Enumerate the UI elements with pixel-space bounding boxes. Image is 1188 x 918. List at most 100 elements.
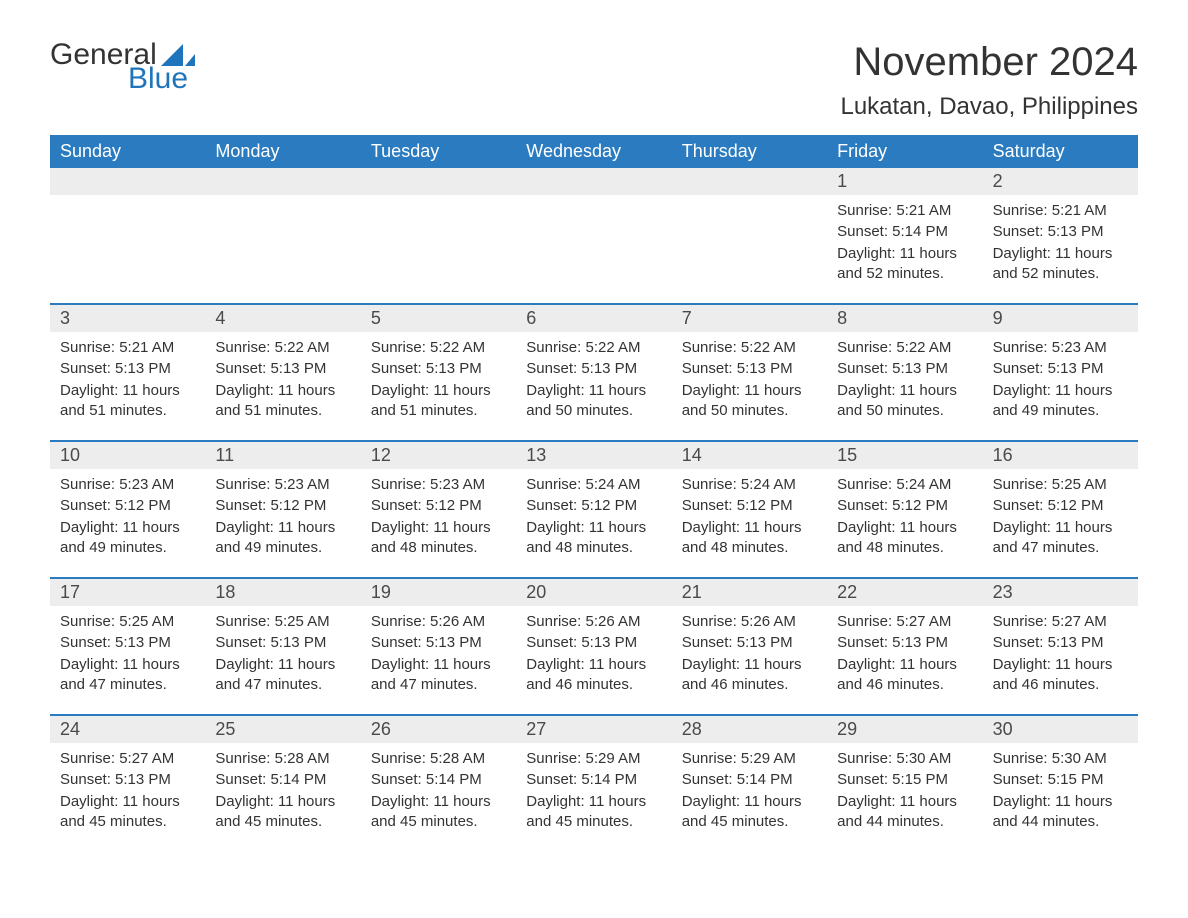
- day-number: 17: [50, 579, 205, 606]
- month-title: November 2024: [840, 40, 1138, 85]
- day-info: Sunrise: 5:24 AMSunset: 5:12 PMDaylight:…: [672, 469, 827, 558]
- day-info: Sunrise: 5:28 AMSunset: 5:14 PMDaylight:…: [361, 743, 516, 832]
- sunset-text: Sunset: 5:13 PM: [60, 359, 195, 379]
- day-cell: 6Sunrise: 5:22 AMSunset: 5:13 PMDaylight…: [516, 305, 671, 440]
- sunrise-text: Sunrise: 5:24 AM: [526, 475, 661, 495]
- weekday-cell: Thursday: [672, 135, 827, 168]
- day-cell: 14Sunrise: 5:24 AMSunset: 5:12 PMDayligh…: [672, 442, 827, 577]
- day-number: 15: [827, 442, 982, 469]
- location: Lukatan, Davao, Philippines: [840, 93, 1138, 121]
- sunrise-text: Sunrise: 5:29 AM: [682, 749, 817, 769]
- daylight-text: Daylight: 11 hours and 48 minutes.: [837, 518, 972, 559]
- sunset-text: Sunset: 5:13 PM: [371, 359, 506, 379]
- day-number: .: [50, 168, 205, 195]
- day-number: .: [205, 168, 360, 195]
- logo-text-blue: Blue: [50, 64, 195, 94]
- day-cell: 4Sunrise: 5:22 AMSunset: 5:13 PMDaylight…: [205, 305, 360, 440]
- daylight-text: Daylight: 11 hours and 44 minutes.: [837, 792, 972, 833]
- week-row: .....1Sunrise: 5:21 AMSunset: 5:14 PMDay…: [50, 168, 1138, 303]
- sunset-text: Sunset: 5:13 PM: [526, 633, 661, 653]
- sunrise-text: Sunrise: 5:30 AM: [837, 749, 972, 769]
- day-info: Sunrise: 5:25 AMSunset: 5:12 PMDaylight:…: [983, 469, 1138, 558]
- sunrise-text: Sunrise: 5:25 AM: [215, 612, 350, 632]
- sunrise-text: Sunrise: 5:22 AM: [837, 338, 972, 358]
- day-number: 13: [516, 442, 671, 469]
- sunset-text: Sunset: 5:15 PM: [837, 770, 972, 790]
- daylight-text: Daylight: 11 hours and 45 minutes.: [60, 792, 195, 833]
- weekday-cell: Wednesday: [516, 135, 671, 168]
- day-number: 26: [361, 716, 516, 743]
- sunrise-text: Sunrise: 5:24 AM: [682, 475, 817, 495]
- day-cell: 8Sunrise: 5:22 AMSunset: 5:13 PMDaylight…: [827, 305, 982, 440]
- day-number: .: [516, 168, 671, 195]
- calendar: SundayMondayTuesdayWednesdayThursdayFrid…: [50, 135, 1138, 851]
- day-cell: 2Sunrise: 5:21 AMSunset: 5:13 PMDaylight…: [983, 168, 1138, 303]
- sunset-text: Sunset: 5:12 PM: [60, 496, 195, 516]
- daylight-text: Daylight: 11 hours and 47 minutes.: [60, 655, 195, 696]
- day-number: 18: [205, 579, 360, 606]
- day-cell: 13Sunrise: 5:24 AMSunset: 5:12 PMDayligh…: [516, 442, 671, 577]
- daylight-text: Daylight: 11 hours and 48 minutes.: [682, 518, 817, 559]
- daylight-text: Daylight: 11 hours and 45 minutes.: [526, 792, 661, 833]
- weekday-cell: Tuesday: [361, 135, 516, 168]
- daylight-text: Daylight: 11 hours and 51 minutes.: [215, 381, 350, 422]
- day-number: 21: [672, 579, 827, 606]
- day-info: Sunrise: 5:30 AMSunset: 5:15 PMDaylight:…: [983, 743, 1138, 832]
- sunrise-text: Sunrise: 5:23 AM: [993, 338, 1128, 358]
- day-number: 7: [672, 305, 827, 332]
- day-info: Sunrise: 5:23 AMSunset: 5:12 PMDaylight:…: [205, 469, 360, 558]
- daylight-text: Daylight: 11 hours and 50 minutes.: [682, 381, 817, 422]
- day-cell: 21Sunrise: 5:26 AMSunset: 5:13 PMDayligh…: [672, 579, 827, 714]
- day-cell: 22Sunrise: 5:27 AMSunset: 5:13 PMDayligh…: [827, 579, 982, 714]
- day-cell: 10Sunrise: 5:23 AMSunset: 5:12 PMDayligh…: [50, 442, 205, 577]
- daylight-text: Daylight: 11 hours and 49 minutes.: [215, 518, 350, 559]
- daylight-text: Daylight: 11 hours and 44 minutes.: [993, 792, 1128, 833]
- day-cell: 1Sunrise: 5:21 AMSunset: 5:14 PMDaylight…: [827, 168, 982, 303]
- day-info: Sunrise: 5:25 AMSunset: 5:13 PMDaylight:…: [50, 606, 205, 695]
- sunrise-text: Sunrise: 5:23 AM: [60, 475, 195, 495]
- sunset-text: Sunset: 5:13 PM: [682, 633, 817, 653]
- weekday-cell: Friday: [827, 135, 982, 168]
- day-number: 5: [361, 305, 516, 332]
- sunset-text: Sunset: 5:12 PM: [837, 496, 972, 516]
- day-info: Sunrise: 5:23 AMSunset: 5:12 PMDaylight:…: [361, 469, 516, 558]
- daylight-text: Daylight: 11 hours and 47 minutes.: [993, 518, 1128, 559]
- sunset-text: Sunset: 5:13 PM: [215, 633, 350, 653]
- week-row: 3Sunrise: 5:21 AMSunset: 5:13 PMDaylight…: [50, 303, 1138, 440]
- day-info: Sunrise: 5:23 AMSunset: 5:13 PMDaylight:…: [983, 332, 1138, 421]
- day-info: Sunrise: 5:27 AMSunset: 5:13 PMDaylight:…: [50, 743, 205, 832]
- day-info: Sunrise: 5:26 AMSunset: 5:13 PMDaylight:…: [361, 606, 516, 695]
- sunrise-text: Sunrise: 5:22 AM: [215, 338, 350, 358]
- sunrise-text: Sunrise: 5:24 AM: [837, 475, 972, 495]
- sunrise-text: Sunrise: 5:22 AM: [371, 338, 506, 358]
- sunset-text: Sunset: 5:13 PM: [993, 222, 1128, 242]
- sunrise-text: Sunrise: 5:25 AM: [60, 612, 195, 632]
- daylight-text: Daylight: 11 hours and 50 minutes.: [526, 381, 661, 422]
- day-number: 14: [672, 442, 827, 469]
- sunset-text: Sunset: 5:13 PM: [526, 359, 661, 379]
- daylight-text: Daylight: 11 hours and 46 minutes.: [993, 655, 1128, 696]
- sunrise-text: Sunrise: 5:27 AM: [60, 749, 195, 769]
- sunset-text: Sunset: 5:15 PM: [993, 770, 1128, 790]
- day-number: 10: [50, 442, 205, 469]
- day-info: Sunrise: 5:26 AMSunset: 5:13 PMDaylight:…: [672, 606, 827, 695]
- daylight-text: Daylight: 11 hours and 46 minutes.: [526, 655, 661, 696]
- day-number: 2: [983, 168, 1138, 195]
- week-row: 17Sunrise: 5:25 AMSunset: 5:13 PMDayligh…: [50, 577, 1138, 714]
- day-cell: 20Sunrise: 5:26 AMSunset: 5:13 PMDayligh…: [516, 579, 671, 714]
- sunset-text: Sunset: 5:14 PM: [371, 770, 506, 790]
- day-cell: 7Sunrise: 5:22 AMSunset: 5:13 PMDaylight…: [672, 305, 827, 440]
- day-info: Sunrise: 5:29 AMSunset: 5:14 PMDaylight:…: [516, 743, 671, 832]
- day-number: 3: [50, 305, 205, 332]
- sunrise-text: Sunrise: 5:27 AM: [993, 612, 1128, 632]
- day-cell: 24Sunrise: 5:27 AMSunset: 5:13 PMDayligh…: [50, 716, 205, 851]
- day-cell: 11Sunrise: 5:23 AMSunset: 5:12 PMDayligh…: [205, 442, 360, 577]
- day-number: 16: [983, 442, 1138, 469]
- day-cell: 30Sunrise: 5:30 AMSunset: 5:15 PMDayligh…: [983, 716, 1138, 851]
- sunset-text: Sunset: 5:12 PM: [371, 496, 506, 516]
- day-info: Sunrise: 5:22 AMSunset: 5:13 PMDaylight:…: [205, 332, 360, 421]
- sunset-text: Sunset: 5:12 PM: [682, 496, 817, 516]
- daylight-text: Daylight: 11 hours and 48 minutes.: [526, 518, 661, 559]
- sunrise-text: Sunrise: 5:22 AM: [526, 338, 661, 358]
- sunset-text: Sunset: 5:13 PM: [837, 633, 972, 653]
